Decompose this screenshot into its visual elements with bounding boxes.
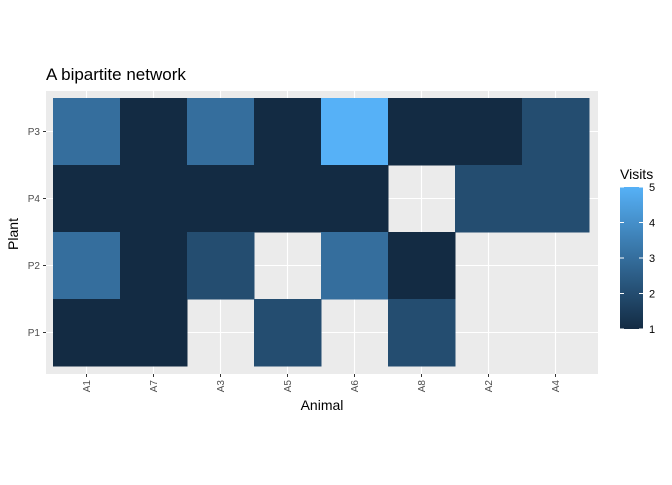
heatmap-cell-a4-p3 — [522, 98, 590, 166]
x-tick-label-a2: A2 — [484, 380, 495, 393]
heatmap-cell-a2-p3 — [455, 98, 523, 166]
heatmap-cell-a8-p3 — [388, 98, 456, 166]
heatmap-cell-a1-p3 — [53, 98, 121, 166]
heatmap-cell-a1-p2 — [53, 232, 121, 300]
x-axis: A1 A7 A3 A5 A6 A8 A2 A4 — [82, 374, 562, 392]
heatmap-cell-a8-p1 — [388, 299, 456, 367]
x-tick-label-a1: A1 — [82, 380, 93, 393]
heatmap-cell-a8-p2 — [388, 232, 456, 300]
y-axis: P1 P2 P4 P3 — [28, 127, 46, 339]
heatmap-cell-a5-p4 — [254, 165, 322, 233]
legend-colorbar — [620, 187, 643, 329]
legend-label-4: 4 — [649, 218, 655, 230]
heatmap-cell-a4-p4 — [522, 165, 590, 233]
heatmap-cell-a7-p4 — [120, 165, 188, 233]
x-tick-label-a4: A4 — [551, 380, 562, 393]
heatmap-cell-a6-p4 — [321, 165, 389, 233]
heatmap-cell-a7-p2 — [120, 232, 188, 300]
y-axis-title: Plant — [5, 218, 21, 250]
legend-label-5: 5 — [649, 182, 655, 194]
legend-label-3: 3 — [649, 253, 655, 265]
x-tick-label-a6: A6 — [350, 380, 361, 393]
heatmap-cell-a7-p3 — [120, 98, 188, 166]
heatmap-cell-a6-p3 — [321, 98, 389, 166]
legend-label-2: 2 — [649, 289, 655, 301]
y-tick-label-p2: P2 — [28, 261, 41, 272]
y-tick-label-p1: P1 — [28, 328, 41, 339]
x-tick-label-a8: A8 — [417, 380, 428, 393]
y-tick-label-p4: P4 — [28, 194, 41, 205]
heatmap-cell-a2-p4 — [455, 165, 523, 233]
heatmap-cell-a3-p4 — [187, 165, 255, 233]
heatmap-cells — [53, 98, 590, 367]
heatmap-cell-a3-p2 — [187, 232, 255, 300]
x-tick-label-a5: A5 — [283, 380, 294, 393]
heatmap-cell-a1-p4 — [53, 165, 121, 233]
x-tick-label-a3: A3 — [216, 380, 227, 393]
legend-title: Visits — [620, 166, 653, 182]
x-axis-title: Animal — [301, 397, 344, 413]
chart-title: A bipartite network — [46, 65, 186, 84]
heatmap-cell-a3-p3 — [187, 98, 255, 166]
heatmap-cell-a1-p1 — [53, 299, 121, 367]
y-tick-label-p3: P3 — [28, 127, 41, 138]
heatmap-cell-a6-p2 — [321, 232, 389, 300]
color-legend: Visits 1 2 3 4 5 — [620, 166, 655, 336]
heatmap-cell-a7-p1 — [120, 299, 188, 367]
x-tick-label-a7: A7 — [149, 380, 160, 393]
heatmap-cell-a5-p1 — [254, 299, 322, 367]
legend-label-1: 1 — [649, 324, 655, 336]
heatmap-cell-a5-p3 — [254, 98, 322, 166]
